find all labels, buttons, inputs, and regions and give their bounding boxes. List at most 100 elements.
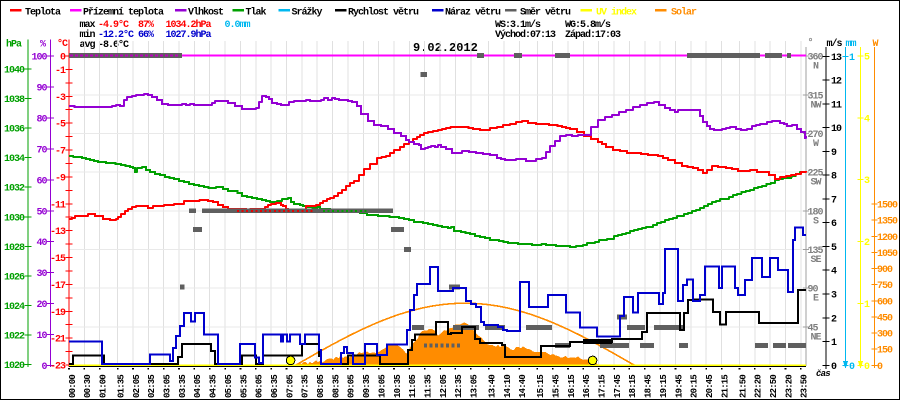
- svg-text:-23: -23: [50, 362, 66, 373]
- svg-text:1: 1: [864, 300, 870, 311]
- svg-text:08:35: 08:35: [331, 375, 341, 398]
- svg-text:03:35: 03:35: [178, 375, 188, 398]
- svg-text:min: min: [80, 29, 96, 41]
- svg-text:-15: -15: [50, 254, 66, 265]
- svg-text:05:05: 05:05: [224, 375, 234, 398]
- svg-text:0: 0: [877, 362, 883, 373]
- svg-text:10:35: 10:35: [393, 375, 403, 398]
- svg-text:02:05: 02:05: [132, 375, 142, 398]
- svg-text:°C: °C: [57, 38, 68, 50]
- svg-text:5: 5: [864, 53, 870, 64]
- svg-text:750: 750: [877, 281, 893, 292]
- svg-text:-4.9°C: -4.9°C: [98, 19, 129, 31]
- svg-text:12: 12: [831, 77, 842, 88]
- svg-text:avg: avg: [80, 40, 96, 51]
- svg-text:80: 80: [36, 114, 47, 125]
- svg-text:9.02.2012: 9.02.2012: [413, 41, 478, 55]
- svg-text:-13: -13: [50, 227, 66, 238]
- svg-text:Náraz větru: Náraz větru: [445, 7, 501, 19]
- svg-text:4: 4: [864, 114, 870, 125]
- svg-text:1200: 1200: [877, 233, 898, 244]
- svg-text:06:05: 06:05: [255, 375, 265, 398]
- svg-text:5: 5: [831, 243, 837, 254]
- svg-text:06:35: 06:35: [270, 375, 280, 398]
- svg-text:-11: -11: [50, 200, 66, 211]
- svg-text:0: 0: [60, 53, 66, 64]
- svg-text:23:50: 23:50: [800, 375, 810, 398]
- svg-text:60: 60: [36, 176, 47, 187]
- svg-text:Srážky: Srážky: [292, 7, 323, 19]
- svg-text:-8.6°C: -8.6°C: [98, 39, 129, 51]
- svg-text:1038: 1038: [4, 95, 25, 106]
- svg-text:1030: 1030: [4, 213, 25, 224]
- svg-text:1350: 1350: [877, 217, 898, 228]
- svg-text:90: 90: [808, 285, 819, 296]
- svg-text:315: 315: [808, 91, 824, 102]
- svg-text:01:35: 01:35: [116, 375, 126, 398]
- svg-text:1040: 1040: [4, 66, 25, 77]
- svg-text:UV index: UV index: [596, 7, 637, 19]
- svg-text:3: 3: [831, 290, 837, 301]
- svg-text:mm: mm: [846, 39, 857, 50]
- svg-text:Přízemní teplota: Přízemní teplota: [83, 7, 164, 19]
- svg-text:°: °: [808, 37, 813, 49]
- svg-text:135: 135: [808, 246, 824, 257]
- svg-text:04:35: 04:35: [209, 375, 219, 398]
- svg-text:SE: SE: [810, 255, 821, 266]
- svg-text:WS:3.1m/s: WS:3.1m/s: [495, 19, 541, 31]
- svg-text:0: 0: [864, 362, 870, 373]
- svg-text:07:05: 07:05: [285, 375, 295, 398]
- svg-text:00:30: 00:30: [83, 375, 93, 398]
- svg-text:-12.2°C: -12.2°C: [98, 29, 134, 41]
- svg-text:1500: 1500: [877, 201, 898, 212]
- svg-text:00:00: 00:00: [68, 375, 78, 398]
- svg-text:1036: 1036: [4, 125, 25, 136]
- svg-text:1: 1: [849, 53, 855, 64]
- svg-text:03:05: 03:05: [163, 375, 173, 398]
- svg-text:13:05: 13:05: [470, 375, 480, 398]
- svg-text:180: 180: [808, 207, 824, 218]
- svg-text:8: 8: [831, 172, 837, 183]
- svg-text:max: max: [80, 20, 96, 31]
- svg-text:18:15: 18:15: [628, 375, 638, 398]
- svg-text:16:15: 16:15: [567, 375, 577, 398]
- svg-text:270: 270: [808, 130, 824, 141]
- svg-text:23:20: 23:20: [784, 375, 794, 398]
- svg-text:Směr větru: Směr větru: [520, 7, 571, 19]
- svg-text:22:20: 22:20: [754, 375, 764, 398]
- svg-text:W: W: [873, 39, 879, 50]
- svg-text:-21: -21: [50, 335, 66, 346]
- svg-text:-9: -9: [55, 173, 66, 184]
- svg-text:-1: -1: [55, 66, 66, 77]
- svg-text:450: 450: [877, 313, 893, 324]
- svg-text:Západ:17:03: Západ:17:03: [565, 29, 621, 41]
- svg-text:09:05: 09:05: [347, 375, 357, 398]
- svg-text:70: 70: [36, 145, 47, 156]
- svg-text:12:05: 12:05: [439, 375, 449, 398]
- svg-text:WG:5.8m/s: WG:5.8m/s: [565, 19, 611, 31]
- svg-text:14:10: 14:10: [503, 375, 513, 398]
- svg-text:17:15: 17:15: [598, 375, 608, 398]
- svg-text:10:05: 10:05: [377, 375, 387, 398]
- svg-text:02:35: 02:35: [147, 375, 157, 398]
- svg-text:07:35: 07:35: [301, 375, 311, 398]
- svg-text:66%: 66%: [138, 30, 154, 41]
- svg-text:18:45: 18:45: [644, 375, 654, 398]
- svg-text:225: 225: [808, 169, 824, 180]
- svg-text:S: S: [813, 216, 819, 227]
- svg-text:1024: 1024: [4, 302, 25, 313]
- svg-text:2: 2: [831, 314, 837, 325]
- svg-text:1034.2hPa: 1034.2hPa: [166, 19, 212, 31]
- svg-text:hPa: hPa: [6, 39, 22, 51]
- svg-text:30: 30: [36, 269, 47, 280]
- svg-text:-7: -7: [55, 147, 66, 158]
- svg-text:7: 7: [831, 195, 837, 206]
- svg-text:10: 10: [831, 124, 842, 135]
- svg-text:Rychlost větru: Rychlost větru: [348, 7, 419, 19]
- svg-text:0.0mm: 0.0mm: [225, 20, 251, 31]
- svg-text:13: 13: [831, 53, 842, 64]
- svg-text:1032: 1032: [4, 184, 25, 195]
- svg-text:1028: 1028: [4, 243, 25, 254]
- svg-text:m/s: m/s: [827, 38, 843, 50]
- svg-text:Východ:07:13: Východ:07:13: [495, 29, 556, 41]
